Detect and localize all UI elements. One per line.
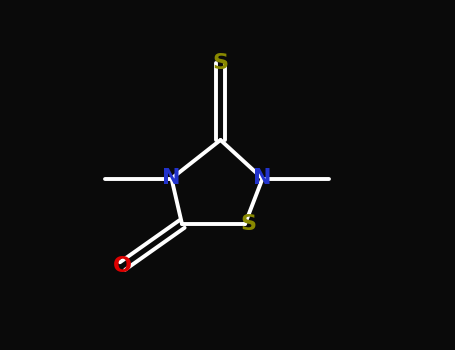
Text: S: S	[212, 53, 228, 73]
Text: N: N	[162, 168, 181, 189]
Text: N: N	[253, 168, 272, 189]
Text: O: O	[113, 256, 132, 276]
Text: S: S	[241, 214, 257, 234]
